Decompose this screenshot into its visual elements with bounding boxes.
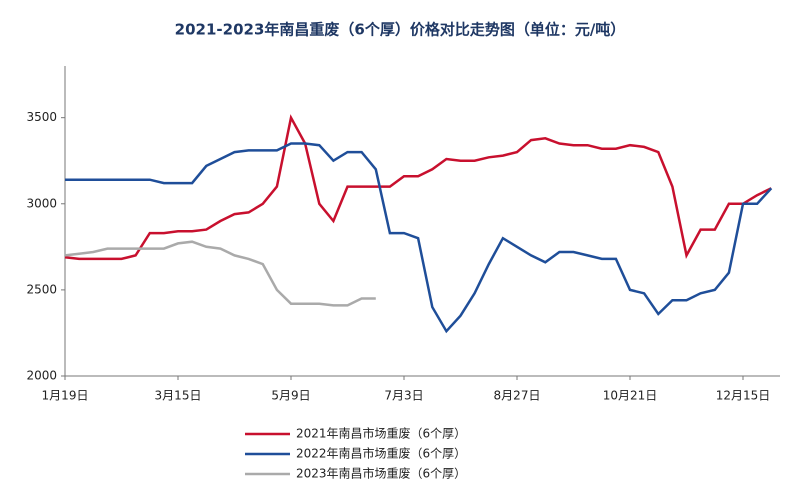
x-tick-label: 5月9日 (271, 389, 310, 403)
legend-label: 2022年南昌市场重废（6个厚） (296, 446, 466, 461)
y-tick-label: 2000 (26, 369, 57, 383)
series-line (64, 240, 376, 307)
legend-label: 2023年南昌市场重废（6个厚） (296, 466, 466, 481)
series-line (64, 114, 772, 261)
x-tick-label: 8月27日 (494, 389, 541, 403)
chart-title: 2021-2023年南昌重废（6个厚）价格对比走势图（单位：元/吨） (175, 21, 626, 39)
y-tick-label: 3500 (26, 110, 57, 124)
x-tick-label: 3月15日 (155, 389, 202, 403)
x-tick-label: 7月3日 (384, 389, 423, 403)
x-tick-label: 10月21日 (603, 389, 658, 403)
x-tick-label: 12月15日 (716, 389, 771, 403)
x-tick-label: 1月19日 (42, 389, 89, 403)
legend-label: 2021年南昌市场重废（6个厚） (296, 426, 466, 441)
y-tick-label: 3000 (26, 196, 57, 210)
series-line (65, 142, 773, 334)
y-tick-label: 2500 (26, 282, 57, 296)
